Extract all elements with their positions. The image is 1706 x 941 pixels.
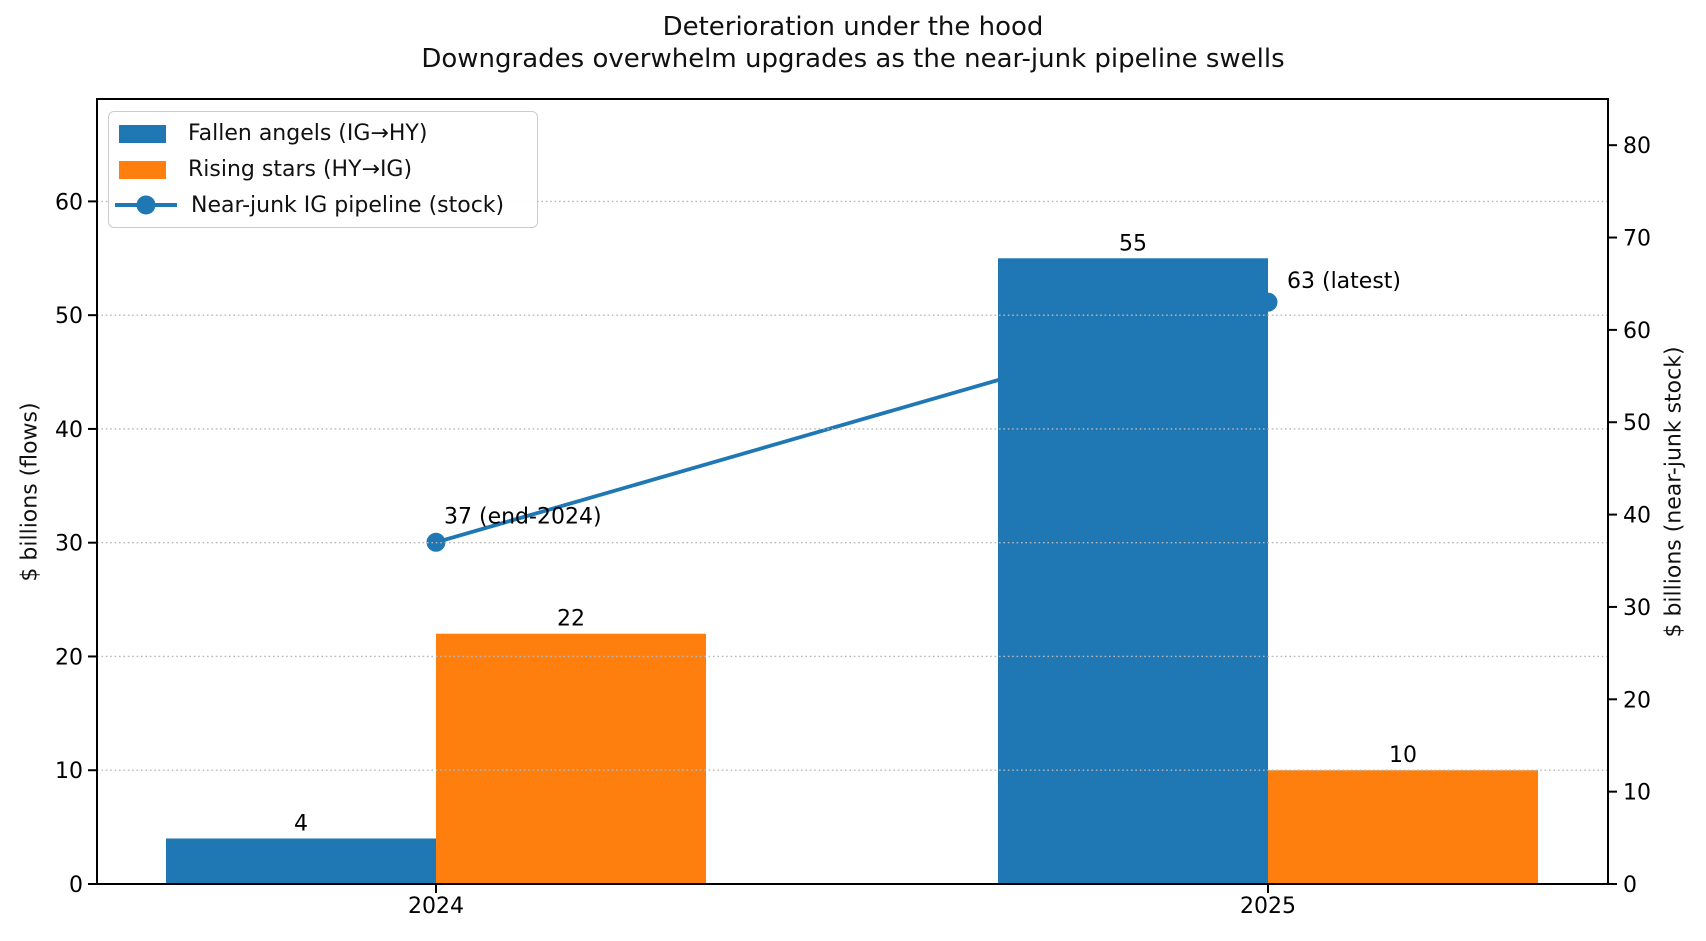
legend-swatch-orange-icon <box>119 160 166 179</box>
point-annotation-2024: 37 (end-2024) <box>444 504 602 529</box>
bar-value-label: 10 <box>1389 743 1417 768</box>
plot-border <box>96 98 1609 885</box>
bar-value-label: 22 <box>557 607 585 632</box>
legend: Fallen angels (IG→HY) Rising stars (HY→I… <box>108 111 538 228</box>
right-tick-label-80: 80 <box>1623 134 1651 159</box>
right-tick-label-60: 60 <box>1623 319 1651 344</box>
right-tick-label-0: 0 <box>1623 873 1637 898</box>
left-tick-label-50: 50 <box>55 304 83 329</box>
bar-value-label: 55 <box>1119 231 1147 256</box>
legend-swatch-blue-icon <box>119 124 166 143</box>
left-tick-label-10: 10 <box>55 759 83 784</box>
legend-row-fallen-angels: Fallen angels (IG→HY) <box>119 116 527 152</box>
left-tick-label-40: 40 <box>55 418 83 443</box>
y-axis-label-right: $ billions (near-junk stock) <box>1661 346 1687 638</box>
bar-rising-stars-2024 <box>436 633 706 884</box>
right-tick-label-50: 50 <box>1623 411 1651 436</box>
x-tick-label-2024: 2024 <box>408 894 464 919</box>
legend-label-pipeline: Near-junk IG pipeline (stock) <box>191 192 505 218</box>
x-tick-label-2025: 2025 <box>1240 894 1296 919</box>
legend-label-rising-stars: Rising stars (HY→IG) <box>188 157 413 182</box>
right-tick-label-10: 10 <box>1623 781 1651 806</box>
point-annotation-2025: 63 (latest) <box>1287 269 1401 294</box>
right-tick-label-20: 20 <box>1623 688 1651 713</box>
chart-title-block: Deterioration under the hood Downgrades … <box>0 11 1706 75</box>
legend-row-pipeline: Near-junk IG pipeline (stock) <box>115 187 527 223</box>
bar-fallen-angels-2025 <box>998 258 1268 884</box>
left-tick-label-60: 60 <box>55 190 83 215</box>
legend-line-marker-icon <box>115 195 177 215</box>
y-axis-label-left: $ billions (flows) <box>17 402 43 582</box>
left-tick-label-20: 20 <box>55 645 83 670</box>
bar-rising-stars-2025 <box>1268 770 1538 884</box>
legend-label-fallen-angels: Fallen angels (IG→HY) <box>188 121 428 147</box>
legend-row-rising-stars: Rising stars (HY→IG) <box>119 152 527 188</box>
bar-value-label: 4 <box>294 811 308 836</box>
right-tick-label-30: 30 <box>1623 596 1651 621</box>
left-tick-label-30: 30 <box>55 532 83 557</box>
chart-title: Deterioration under the hood <box>662 12 1044 42</box>
bar-fallen-angels-2024 <box>166 838 436 884</box>
chart-subtitle: Downgrades overwhelm upgrades as the nea… <box>421 44 1285 74</box>
right-tick-label-40: 40 <box>1623 504 1651 529</box>
left-tick-label-0: 0 <box>69 873 83 898</box>
right-tick-label-70: 70 <box>1623 227 1651 252</box>
